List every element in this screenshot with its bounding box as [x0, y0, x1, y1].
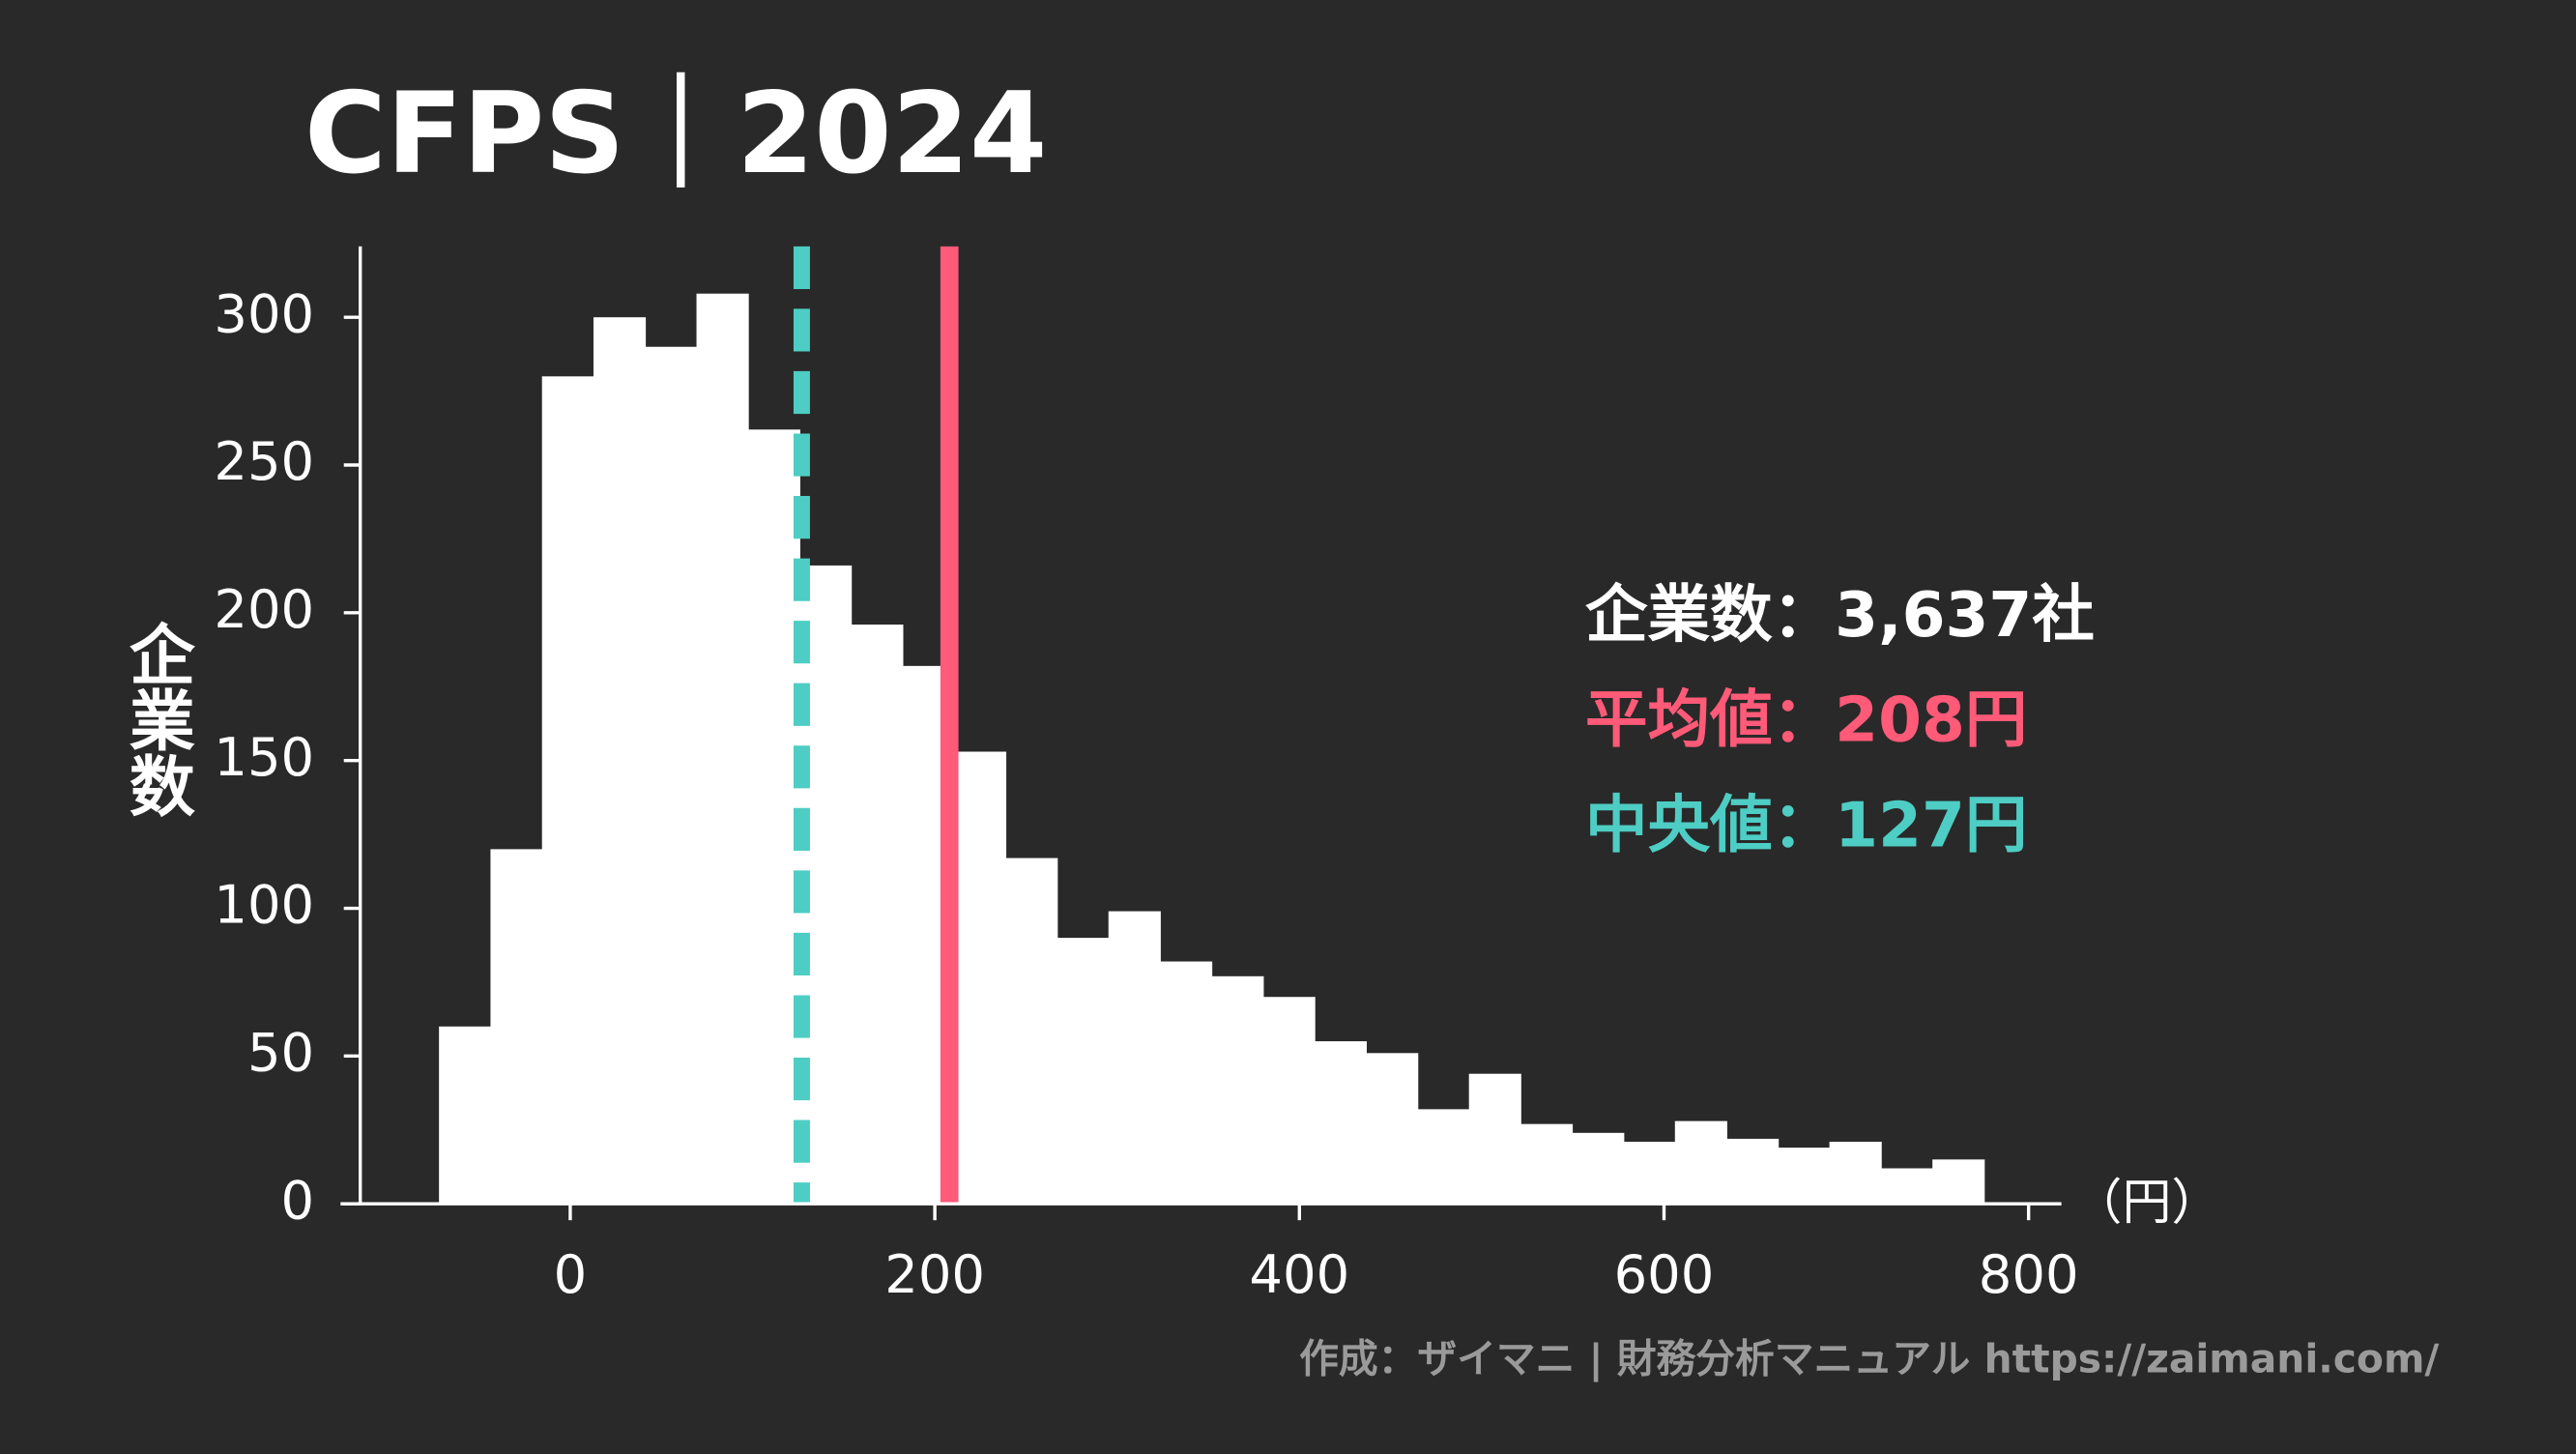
bar — [439, 1026, 492, 1205]
bar — [1726, 1138, 1780, 1205]
reference-label: 平均値：208円 — [1585, 684, 2027, 757]
bar — [1366, 1053, 1419, 1205]
bar — [1520, 1123, 1574, 1205]
bar — [1005, 858, 1058, 1205]
bar — [1829, 1141, 1882, 1205]
x-axis-label: （円） — [2073, 1175, 2221, 1232]
y-tick-label: 250 — [214, 431, 314, 492]
bar — [1211, 975, 1264, 1205]
y-tick-label: 0 — [281, 1170, 315, 1231]
x-tick-label: 0 — [554, 1244, 588, 1305]
bar — [953, 751, 1007, 1205]
x-tick-label: 600 — [1614, 1244, 1715, 1305]
y-tick-label: 300 — [214, 283, 314, 344]
bar — [1778, 1148, 1831, 1205]
bar — [851, 625, 904, 1205]
x-tick-label: 200 — [884, 1244, 985, 1305]
bar — [1262, 997, 1316, 1205]
y-tick-label: 150 — [214, 727, 314, 788]
bar — [747, 429, 800, 1205]
y-axis-label: 企業数 — [117, 621, 194, 818]
bar — [541, 376, 594, 1205]
bar — [645, 346, 698, 1205]
bar — [593, 317, 647, 1205]
bar — [1880, 1168, 1934, 1205]
y-tick-label: 200 — [214, 579, 314, 640]
bar — [1160, 961, 1213, 1205]
annotation: 企業数：3,637社 — [1585, 579, 2095, 652]
bar — [1932, 1159, 1985, 1205]
x-tick-label: 400 — [1249, 1244, 1349, 1305]
bar — [1056, 938, 1110, 1205]
x-tick-label: 800 — [1979, 1244, 2079, 1305]
y-tick-label: 100 — [214, 875, 314, 936]
bar — [1572, 1132, 1625, 1205]
y-tick-label: 50 — [247, 1022, 314, 1083]
bar — [1108, 911, 1161, 1205]
bar — [1468, 1073, 1521, 1205]
bar — [1623, 1141, 1676, 1205]
source: 作成：ザイマニ | 財務分析マニュアル https://zaimani.com/ — [1299, 1335, 2439, 1382]
bar — [1417, 1109, 1470, 1205]
bar — [490, 849, 543, 1205]
chart-title: CFPS｜2024 — [304, 70, 1047, 199]
bar — [696, 293, 749, 1205]
reference-label: 中央値：127円 — [1585, 789, 2027, 861]
bar — [1314, 1041, 1367, 1205]
bar — [1674, 1120, 1727, 1205]
